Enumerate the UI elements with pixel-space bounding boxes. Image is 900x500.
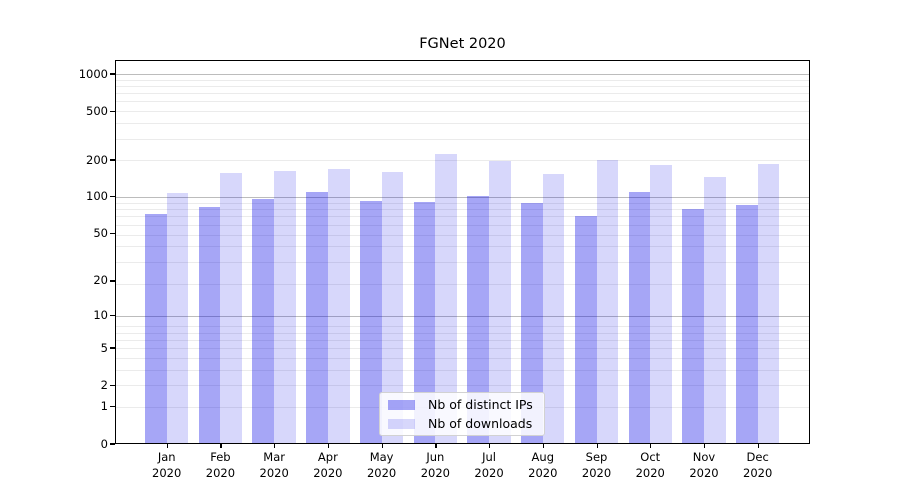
x-tick-mark [542, 443, 544, 448]
y-tick-mark [110, 196, 115, 198]
legend-item-downloads: Nb of downloads [388, 416, 544, 431]
y-tick-label: 200 [86, 152, 108, 167]
minor-gridline [115, 111, 810, 113]
bar-distinct-ips [467, 195, 490, 444]
bar-downloads [435, 153, 458, 444]
x-tick-mark [757, 443, 759, 448]
y-tick-label: 100 [86, 189, 108, 204]
bar-downloads [542, 174, 565, 444]
y-tick-label: 2 [100, 377, 108, 392]
x-tick-mark [166, 443, 168, 448]
x-tick-mark [327, 443, 330, 448]
x-tick-label: Nov 2020 [689, 449, 719, 481]
x-tick-mark [650, 443, 652, 448]
minor-gridline [115, 138, 810, 140]
minor-gridline [115, 93, 810, 95]
legend: Nb of distinct IPs Nb of downloads [379, 392, 545, 436]
bar-downloads [650, 164, 672, 444]
x-tick-mark [381, 443, 383, 448]
legend-label-0: Nb of distinct IPs [428, 397, 533, 412]
bar-downloads [220, 172, 243, 444]
bar-distinct-ips [735, 205, 758, 444]
y-tick-mark [110, 280, 115, 282]
x-tick-label: Apr 2020 [313, 449, 343, 481]
x-tick-mark [596, 443, 598, 448]
x-tick-label: Jan 2020 [152, 449, 182, 481]
y-tick-label: 50 [93, 225, 108, 240]
y-tick-mark [110, 443, 115, 445]
y-tick-mark [110, 232, 115, 235]
y-tick-mark [110, 73, 115, 75]
x-tick-label: Sep 2020 [581, 449, 612, 481]
legend-swatch-1 [388, 418, 415, 429]
bar-distinct-ips [145, 213, 167, 444]
y-tick-mark [110, 159, 115, 161]
legend-label-1: Nb of downloads [428, 416, 533, 431]
x-tick-label: Oct 2020 [635, 449, 665, 481]
legend-item-distinct-ips: Nb of distinct IPs [388, 397, 544, 412]
major-gridline [115, 74, 810, 76]
bar-downloads [489, 161, 511, 444]
bar-downloads [703, 176, 726, 444]
x-tick-label: Jul 2020 [474, 449, 504, 481]
y-tick-label: 0 [100, 436, 108, 451]
bar-distinct-ips [628, 191, 651, 444]
y-tick-label: 20 [93, 273, 108, 288]
minor-gridline [115, 160, 810, 162]
bar-distinct-ips [359, 200, 382, 444]
x-tick-label: May 2020 [366, 449, 397, 481]
bar-distinct-ips [306, 191, 328, 444]
bar-distinct-ips [682, 209, 704, 444]
y-tick-mark [110, 406, 115, 408]
x-tick-mark [220, 443, 222, 448]
y-tick-mark [110, 314, 115, 317]
bar-distinct-ips [521, 203, 543, 444]
x-tick-label: Mar 2020 [259, 449, 289, 481]
bar-downloads [381, 172, 404, 444]
y-tick-label: 1 [100, 399, 108, 414]
y-tick-mark [110, 347, 115, 349]
bar-downloads [596, 160, 619, 444]
minor-gridline [115, 101, 810, 103]
bar-downloads [166, 193, 189, 444]
bar-downloads [757, 163, 780, 444]
legend-swatch-0 [388, 399, 415, 410]
x-tick-label: Dec 2020 [743, 449, 773, 481]
y-tick-label: 5 [100, 340, 108, 355]
x-tick-mark [489, 443, 491, 448]
y-tick-label: 500 [86, 103, 108, 118]
chart-title: FGNet 2020 [419, 36, 506, 52]
bar-downloads [327, 169, 350, 444]
bar-downloads [274, 170, 296, 444]
x-tick-label: Aug 2020 [528, 449, 558, 481]
x-tick-mark [435, 443, 437, 448]
x-tick-mark [703, 443, 706, 448]
minor-gridline [115, 79, 810, 81]
y-tick-label: 10 [93, 308, 108, 323]
x-tick-label: Feb 2020 [205, 449, 236, 481]
bar-distinct-ips [252, 199, 275, 444]
bar-distinct-ips [198, 207, 221, 444]
minor-gridline [115, 86, 810, 88]
x-tick-label: Jun 2020 [420, 449, 450, 481]
y-tick-label: 1000 [78, 66, 108, 81]
x-tick-mark [274, 443, 276, 448]
bar-distinct-ips [574, 215, 597, 444]
bar-distinct-ips [413, 202, 436, 444]
y-tick-mark [110, 384, 115, 386]
minor-gridline [115, 123, 810, 125]
y-tick-mark [110, 110, 115, 112]
